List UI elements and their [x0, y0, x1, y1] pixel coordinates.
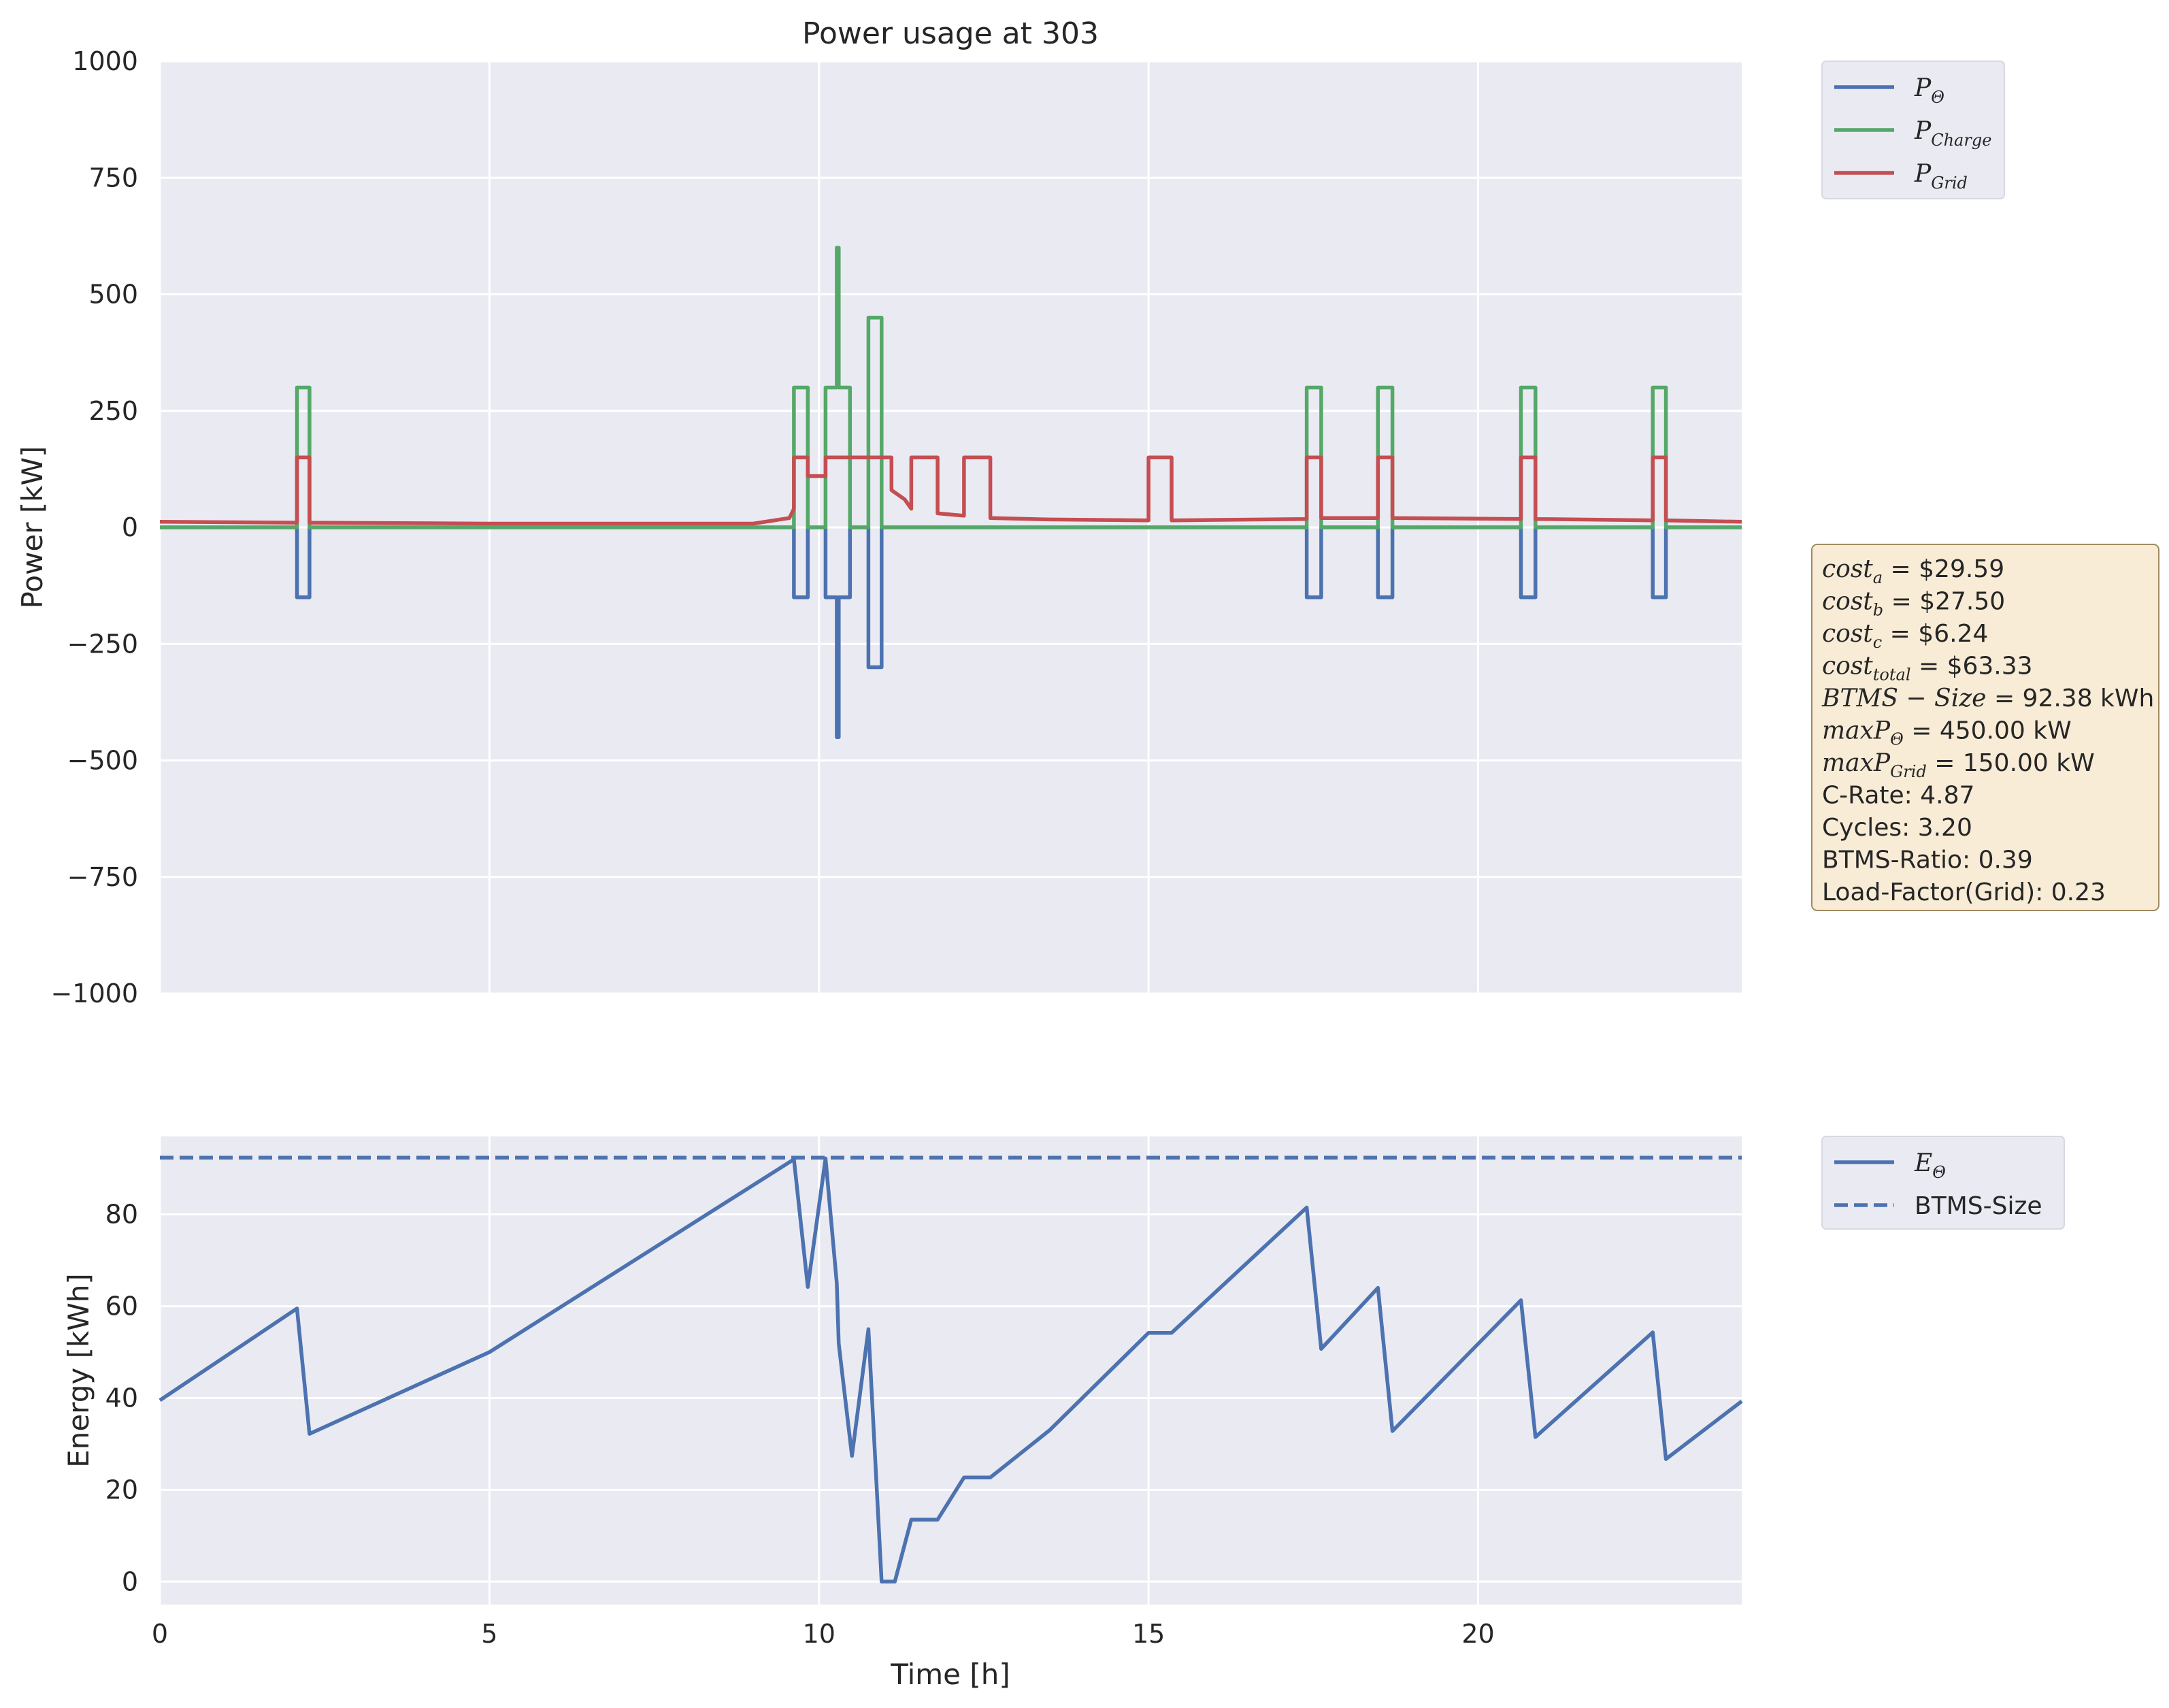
power-y-tick-label: 500: [88, 280, 138, 310]
power-legend-label-2: PGrid: [1914, 160, 1968, 193]
metrics-info-line-5: maxPΘ = 450.00 kW: [1822, 717, 2072, 749]
energy-plot-area: [160, 1136, 1742, 1605]
energy-axes: 0 20 40 60 80 0 5 10 15 20 Time [h] Energy [kWh]: [62, 1136, 1743, 1691]
metrics-info-line-2: costc = $6.24: [1822, 620, 1988, 652]
power-y-tick-label: −250: [67, 629, 138, 659]
energy-x-axis-label: Time [h]: [890, 1658, 1010, 1691]
energy-series-lines: [159, 1155, 1743, 1584]
power-series-lines: [159, 246, 1742, 740]
metrics-info-line-8: Cycles: 3.20: [1822, 814, 1972, 842]
energy-x-tick-label: 0: [152, 1619, 168, 1649]
power-chart-title: Power usage at 303: [802, 16, 1099, 51]
metrics-info-line-1: costb = $27.50: [1822, 588, 2005, 620]
metrics-info-line-4: BTMS − Size = 92.38 kWh: [1821, 685, 2154, 712]
power-series-line-2: [159, 455, 1742, 526]
power-y-tick-label: 250: [88, 396, 138, 426]
energy-gridlines: [159, 1136, 1742, 1605]
energy-y-tick-label: 0: [122, 1566, 138, 1596]
metrics-info-line-7: C-Rate: 4.87: [1822, 782, 1974, 810]
metrics-info-line-6: maxPGrid = 150.00 kW: [1822, 749, 2095, 781]
metrics-info-box-frame: [1811, 544, 2159, 911]
energy-x-tick-label: 15: [1132, 1619, 1165, 1649]
energy-y-tick-label: 80: [105, 1200, 138, 1230]
power-legend-label-0: PΘ: [1914, 74, 1944, 107]
metrics-info-line-9: BTMS-Ratio: 0.39: [1822, 847, 2033, 874]
power-y-tick-label: −1000: [50, 979, 138, 1008]
power-y-tick-label: 750: [88, 163, 138, 193]
energy-legend: EΘ BTMS-Size: [1821, 1136, 2065, 1230]
power-y-axis-label: Power [kW]: [16, 446, 49, 609]
energy-x-tick-label: 20: [1461, 1619, 1494, 1649]
energy-y-ticks: 0 20 40 60 80: [105, 1200, 138, 1597]
power-y-tick-label: 0: [122, 512, 138, 542]
power-y-ticks: −1000 −750 −500 −250 0 250 500 750 1000: [50, 46, 138, 1008]
power-y-tick-label: −500: [67, 746, 138, 776]
energy-y-tick-label: 20: [105, 1475, 138, 1505]
power-series-line-1: [160, 246, 1742, 529]
energy-legend-label-1: BTMS-Size: [1915, 1192, 2042, 1220]
metrics-info-line-3: costtotal = $63.33: [1822, 653, 2033, 685]
power-y-tick-label: 1000: [72, 46, 138, 76]
energy-series-line-0: [159, 1156, 1743, 1584]
power-y-tick-label: −750: [67, 862, 138, 892]
energy-y-axis-label: Energy [kWh]: [62, 1273, 95, 1468]
power-legend-label-1: PCharge: [1914, 117, 1991, 150]
power-axes: −1000 −750 −500 −250 0 250 500 750 1000 Power us…: [16, 16, 1742, 1008]
metrics-info-line-0: costa = $29.59: [1822, 555, 2004, 587]
energy-x-ticks: 0 5 10 15 20: [152, 1619, 1495, 1649]
energy-legend-label-0: EΘ: [1914, 1149, 1946, 1182]
energy-x-tick-label: 10: [803, 1619, 835, 1649]
energy-y-tick-label: 40: [105, 1383, 138, 1413]
metrics-info-line-10: Load-Factor(Grid): 0.23: [1822, 878, 2106, 906]
energy-y-tick-label: 60: [105, 1292, 138, 1321]
power-series-line-0: [160, 525, 1742, 740]
power-legend-frame: [1821, 61, 2005, 199]
energy-x-tick-label: 5: [481, 1619, 497, 1649]
power-legend: PΘ PCharge PGrid: [1821, 61, 2005, 199]
